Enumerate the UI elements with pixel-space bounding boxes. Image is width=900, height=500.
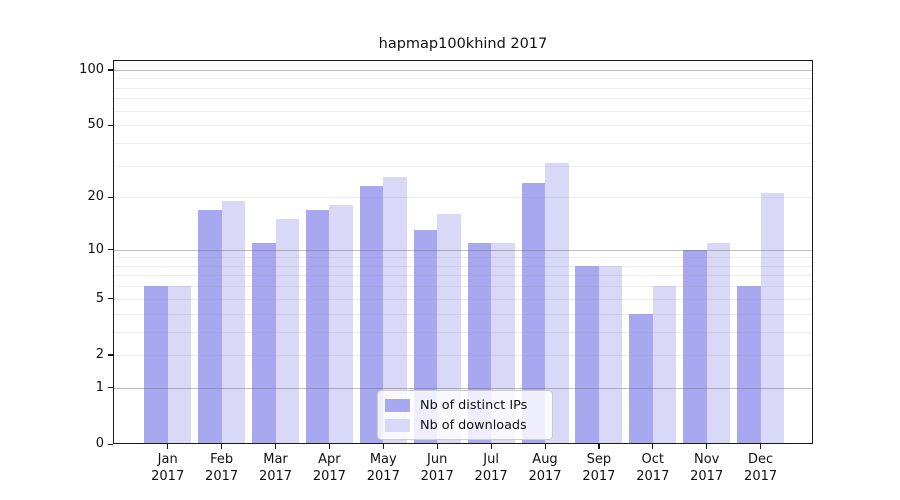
bar-distinct-ips-sep-2017 <box>575 265 599 444</box>
gridline-minor-20 <box>113 197 813 199</box>
bar-distinct-ips-aug-2017 <box>521 183 545 444</box>
gridline-minor-5 <box>113 298 813 300</box>
gridline-major-100 <box>113 69 813 71</box>
y-tick-label-50: 50 <box>87 117 104 133</box>
gridline-major-1 <box>113 387 813 389</box>
gridline-minor-6 <box>113 286 813 288</box>
y-tick-label-1: 1 <box>95 379 104 395</box>
y-tick-mark-5 <box>108 298 113 300</box>
x-tick-label-jun: Jun 2017 <box>420 452 454 484</box>
gridline-minor-8 <box>113 265 813 267</box>
bar-downloads-apr-2017 <box>329 205 353 444</box>
bar-downloads-may-2017 <box>383 176 407 444</box>
legend-item-downloads: Nb of downloads <box>385 416 544 436</box>
gridline-minor-3 <box>113 331 813 333</box>
legend-item-distinct-ips: Nb of distinct IPs <box>385 396 544 416</box>
x-tick-label-dec: Dec 2017 <box>744 452 778 484</box>
x-tick-mark-may <box>382 444 384 449</box>
y-tick-mark-0 <box>108 443 113 445</box>
gridline-minor-50 <box>113 125 813 127</box>
gridline-minor-7 <box>113 275 813 277</box>
bar-distinct-ips-apr-2017 <box>305 209 330 444</box>
bar-downloads-nov-2017 <box>706 242 731 444</box>
legend-label-downloads: Nb of downloads <box>420 417 527 433</box>
y-tick-label-20: 20 <box>87 189 104 205</box>
x-tick-label-apr: Apr 2017 <box>312 452 346 484</box>
x-tick-mark-mar <box>275 444 277 449</box>
bar-downloads-oct-2017 <box>652 286 677 444</box>
y-tick-mark-2 <box>108 354 113 356</box>
bar-distinct-ips-nov-2017 <box>683 249 707 444</box>
legend-swatch-distinct-ips <box>385 399 410 413</box>
x-tick-label-aug: Aug 2017 <box>528 452 562 484</box>
x-tick-mark-apr <box>328 444 331 449</box>
bar-downloads-mar-2017 <box>275 219 299 444</box>
bar-downloads-feb-2017 <box>221 201 246 444</box>
x-tick-label-mar: Mar 2017 <box>258 452 293 484</box>
bar-distinct-ips-feb-2017 <box>198 209 222 444</box>
bar-distinct-ips-dec-2017 <box>737 286 761 444</box>
gridline-minor-40 <box>113 142 813 144</box>
x-tick-mark-dec <box>760 444 762 449</box>
x-tick-mark-jul <box>490 444 492 449</box>
bar-downloads-dec-2017 <box>760 193 785 444</box>
gridline-minor-70 <box>113 98 813 100</box>
gridline-minor-90 <box>113 78 813 80</box>
x-tick-label-may: May 2017 <box>366 452 400 484</box>
x-tick-label-oct: Oct 2017 <box>636 452 670 484</box>
x-tick-label-sep: Sep 2017 <box>582 452 616 484</box>
y-tick-mark-100 <box>108 69 113 71</box>
gridline-minor-60 <box>113 110 813 112</box>
y-tick-label-100: 100 <box>79 61 104 77</box>
x-tick-mark-jan <box>167 444 169 449</box>
x-tick-mark-sep <box>598 444 600 449</box>
gridline-minor-30 <box>113 165 813 167</box>
bar-distinct-ips-oct-2017 <box>629 313 653 444</box>
x-tick-label-nov: Nov 2017 <box>690 452 724 484</box>
x-tick-mark-feb <box>221 444 223 449</box>
legend-swatch-downloads <box>385 418 410 432</box>
y-tick-mark-10 <box>108 249 113 251</box>
bar-downloads-sep-2017 <box>598 265 623 444</box>
x-tick-mark-aug <box>544 444 546 449</box>
y-tick-label-2: 2 <box>95 346 104 362</box>
y-tick-mark-20 <box>108 196 113 198</box>
plot-area <box>113 60 813 444</box>
x-tick-label-jan: Jan 2017 <box>151 452 185 484</box>
gridline-minor-2 <box>113 354 813 356</box>
legend: Nb of distinct IPs Nb of downloads <box>377 390 553 440</box>
y-tick-mark-1 <box>108 387 113 389</box>
y-tick-label-10: 10 <box>87 241 104 257</box>
gridline-minor-80 <box>113 87 813 89</box>
y-tick-label-5: 5 <box>95 290 104 306</box>
x-tick-label-jul: Jul 2017 <box>474 452 508 484</box>
bar-downloads-aug-2017 <box>545 163 569 444</box>
gridline-minor-4 <box>113 313 813 315</box>
bar-distinct-ips-jan-2017 <box>144 286 168 444</box>
y-tick-label-0: 0 <box>95 436 104 451</box>
x-tick-mark-oct <box>652 444 654 449</box>
chart-title: hapmap100khind 2017 <box>378 36 548 52</box>
bar-downloads-jun-2017 <box>437 214 461 444</box>
bar-distinct-ips-mar-2017 <box>252 242 276 444</box>
y-tick-mark-50 <box>108 124 113 126</box>
bar-downloads-jan-2017 <box>167 286 192 444</box>
x-tick-mark-nov <box>706 444 708 449</box>
gridline-major-10 <box>113 249 813 251</box>
x-tick-mark-jun <box>436 444 438 449</box>
legend-label-distinct-ips: Nb of distinct IPs <box>420 398 528 414</box>
gridline-minor-9 <box>113 257 813 259</box>
x-tick-label-feb: Feb 2017 <box>205 452 239 484</box>
bar-distinct-ips-may-2017 <box>359 186 384 444</box>
